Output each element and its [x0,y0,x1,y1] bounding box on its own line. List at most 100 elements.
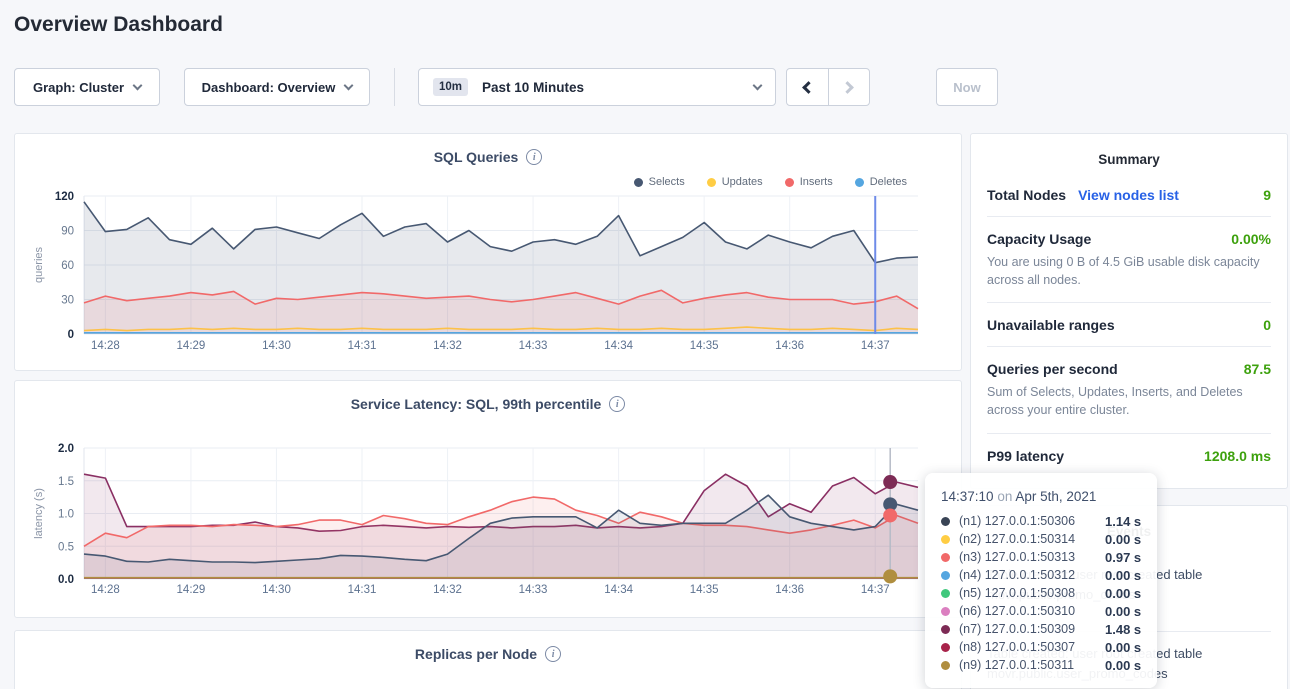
chart-legend: Selects Updates Inserts Deletes [634,176,907,188]
page-title: Overview Dashboard [14,13,223,37]
node-address: (n4) 127.0.0.1:50312 [959,568,1105,582]
time-nav-group [786,68,870,106]
dashboard-dropdown[interactable]: Dashboard: Overview [184,68,370,106]
time-forward-button[interactable] [828,69,870,105]
info-icon[interactable]: i [545,646,561,662]
summary-description: Sum of Selects, Updates, Inserts, and De… [987,383,1271,419]
svg-text:30: 30 [61,295,74,307]
svg-text:0.5: 0.5 [58,541,74,553]
svg-text:14:34: 14:34 [604,584,633,596]
series-dot-icon [941,625,950,634]
summary-value: 9 [1263,187,1271,203]
node-latency-value: 0.00 s [1105,532,1141,547]
svg-text:14:30: 14:30 [262,340,291,352]
series-dot-icon [941,589,950,598]
legend-item-deletes[interactable]: Deletes [855,176,907,188]
summary-row: Total NodesView nodes list9 [987,173,1271,217]
now-button[interactable]: Now [936,68,998,106]
node-latency-value: 0.00 s [1105,604,1141,619]
summary-description: You are using 0 B of 4.5 GiB usable disk… [987,253,1271,289]
node-address: (n6) 127.0.0.1:50310 [959,604,1105,618]
svg-text:0: 0 [68,329,74,341]
svg-text:14:33: 14:33 [519,340,548,352]
tooltip-node-row: (n2) 127.0.0.1:503140.00 s [941,530,1143,548]
summary-row: Queries per second87.5Sum of Selects, Up… [987,347,1271,433]
svg-text:1.0: 1.0 [58,509,74,521]
svg-text:14:35: 14:35 [690,584,719,596]
svg-text:0.0: 0.0 [58,574,74,586]
svg-text:14:35: 14:35 [690,340,719,352]
chart-title: Service Latency: SQL, 99th percentile i [15,381,961,412]
toolbar-divider [394,68,395,106]
summary-label: Unavailable ranges [987,317,1115,333]
arrow-left-icon [802,81,815,94]
legend-item-inserts[interactable]: Inserts [785,176,833,188]
node-address: (n9) 127.0.0.1:50311 [959,658,1105,672]
legend-item-selects[interactable]: Selects [634,176,685,188]
svg-text:14:28: 14:28 [91,340,120,352]
node-address: (n5) 127.0.0.1:50308 [959,586,1105,600]
chevron-down-icon [344,80,354,90]
summary-row: Unavailable ranges0 [987,303,1271,347]
svg-text:14:37: 14:37 [861,340,890,352]
tooltip-node-row: (n4) 127.0.0.1:503120.00 s [941,566,1143,584]
node-latency-value: 0.00 s [1105,586,1141,601]
svg-text:14:37: 14:37 [861,584,890,596]
graph-dropdown-label: Graph: Cluster [33,80,124,95]
tooltip-node-row: (n9) 127.0.0.1:503110.00 s [941,656,1143,674]
tooltip-node-row: (n6) 127.0.0.1:503100.00 s [941,602,1143,620]
svg-text:14:36: 14:36 [775,584,804,596]
legend-dot-icon [855,178,864,187]
node-address: (n1) 127.0.0.1:50306 [959,514,1105,528]
info-icon[interactable]: i [526,149,542,165]
service-latency-chart[interactable]: 0.00.51.01.52.014:2814:2914:3014:3114:32… [15,381,961,617]
summary-title: Summary [971,134,1287,167]
svg-text:queries: queries [33,246,45,283]
legend-dot-icon [785,178,794,187]
svg-text:14:31: 14:31 [348,340,377,352]
svg-text:60: 60 [61,260,74,272]
chart-title: Replicas per Node i [15,631,961,662]
node-address: (n7) 127.0.0.1:50309 [959,622,1105,636]
svg-text:14:32: 14:32 [433,584,462,596]
svg-text:14:32: 14:32 [433,340,462,352]
legend-label: Selects [649,176,685,188]
sql-queries-chart[interactable]: 030609012014:2814:2914:3014:3114:3214:33… [15,134,961,370]
svg-text:14:33: 14:33 [519,584,548,596]
chevron-down-icon [753,80,763,90]
node-address: (n3) 127.0.0.1:50313 [959,550,1105,564]
svg-text:14:36: 14:36 [775,340,804,352]
summary-row: Capacity Usage0.00%You are using 0 B of … [987,217,1271,303]
svg-text:latency (s): latency (s) [33,488,45,539]
view-nodes-list-link[interactable]: View nodes list [1078,187,1179,203]
legend-label: Updates [722,176,763,188]
series-dot-icon [941,661,950,670]
summary-rows: Total NodesView nodes list9Capacity Usag… [971,167,1287,477]
svg-text:14:28: 14:28 [91,584,120,596]
node-latency-value: 1.14 s [1105,514,1141,529]
tooltip-node-row: (n7) 127.0.0.1:503091.48 s [941,620,1143,638]
chevron-down-icon [133,80,143,90]
tooltip-node-row: (n8) 127.0.0.1:503070.00 s [941,638,1143,656]
legend-label: Deletes [870,176,907,188]
replicas-per-node-chart-panel: Replicas per Node i [14,630,962,689]
time-range-dropdown[interactable]: 10m Past 10 Minutes [418,68,776,106]
graph-dropdown[interactable]: Graph: Cluster [14,68,160,106]
tooltip-rows: (n1) 127.0.0.1:503061.14 s(n2) 127.0.0.1… [941,512,1143,674]
tooltip-node-row: (n5) 127.0.0.1:503080.00 s [941,584,1143,602]
summary-label: P99 latency [987,448,1064,464]
svg-text:14:30: 14:30 [262,584,291,596]
svg-text:1.5: 1.5 [58,476,74,488]
series-dot-icon [941,571,950,580]
info-icon[interactable]: i [609,396,625,412]
arrow-right-icon [841,81,854,94]
time-back-button[interactable] [787,69,828,105]
summary-value: 1208.0 ms [1204,448,1271,464]
legend-item-updates[interactable]: Updates [707,176,763,188]
series-dot-icon [941,607,950,616]
svg-text:14:29: 14:29 [177,584,206,596]
summary-label: Capacity Usage [987,231,1091,247]
tooltip-timestamp: 14:37:10 on Apr 5th, 2021 [941,489,1143,504]
legend-dot-icon [634,178,643,187]
tooltip-node-row: (n3) 127.0.0.1:503130.97 s [941,548,1143,566]
